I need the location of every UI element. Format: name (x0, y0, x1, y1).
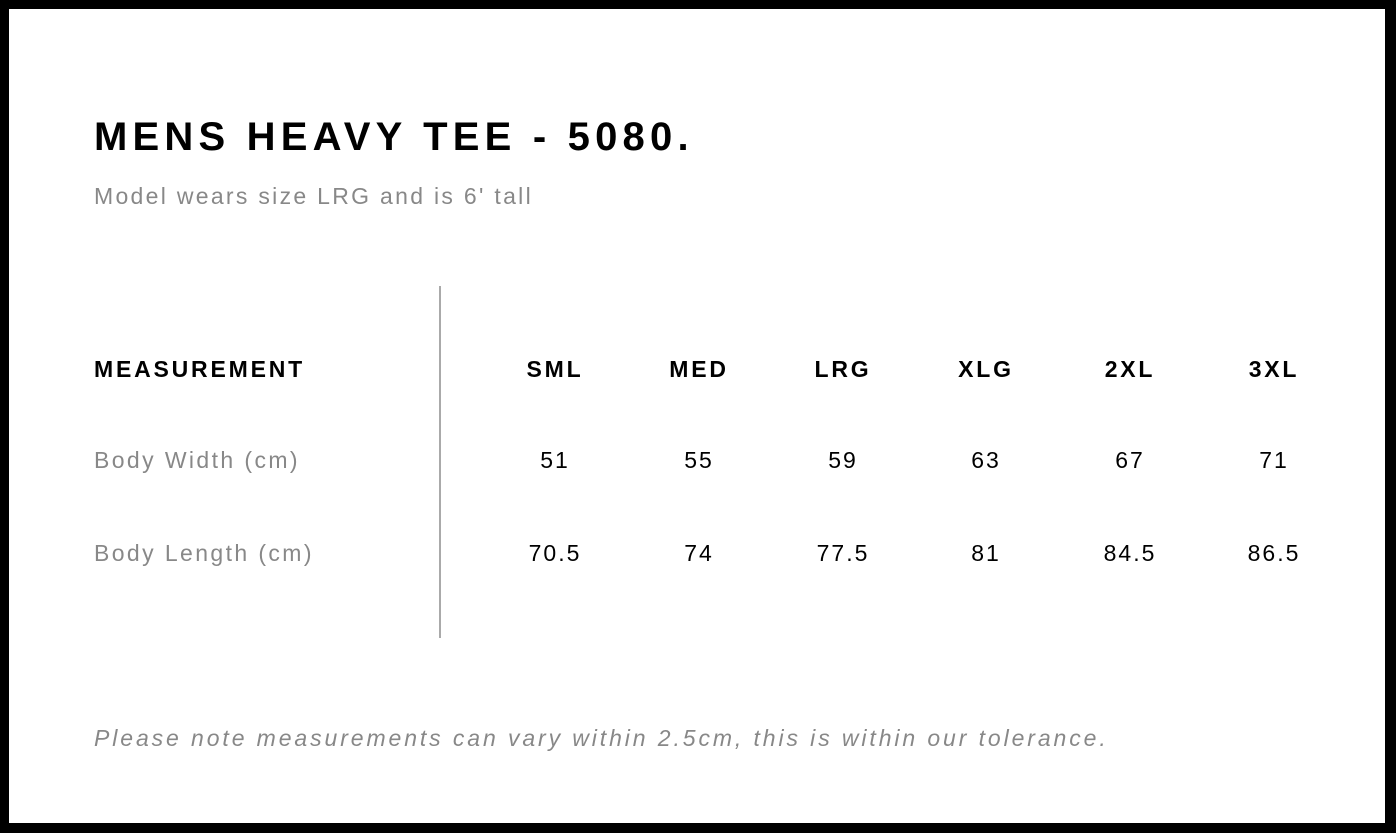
table-cell: 63 (971, 447, 1001, 473)
table-cell: 84.5 (1103, 540, 1157, 566)
table-cell: 67 (1115, 447, 1145, 473)
size-header-2xl: 2XL (1104, 356, 1156, 382)
table-cell: 74 (684, 540, 714, 566)
size-header-sml: SML (526, 356, 584, 382)
table-cell: 70.5 (528, 540, 582, 566)
table-cell: 55 (684, 447, 714, 473)
size-chart-card: MENS HEAVY TEE - 5080. Model wears size … (9, 9, 1385, 823)
row-label-body-width: Body Width (cm) (94, 447, 300, 473)
subtitle: Model wears size LRG and is 6' tall (94, 183, 533, 209)
page-title: MENS HEAVY TEE - 5080. (94, 115, 694, 159)
size-header-xlg: XLG (958, 356, 1014, 382)
table-cell: 51 (540, 447, 570, 473)
size-header-med: MED (669, 356, 729, 382)
column-divider (439, 286, 441, 638)
table-cell: 71 (1259, 447, 1289, 473)
table-cell: 86.5 (1247, 540, 1301, 566)
size-header-3xl: 3XL (1248, 356, 1300, 382)
row-label-body-length: Body Length (cm) (94, 540, 314, 566)
tolerance-note: Please note measurements can vary within… (94, 725, 1109, 751)
size-header-lrg: LRG (814, 356, 872, 382)
table-cell: 77.5 (816, 540, 870, 566)
measurement-header: MEASUREMENT (94, 356, 305, 382)
table-cell: 81 (971, 540, 1001, 566)
table-cell: 59 (828, 447, 858, 473)
